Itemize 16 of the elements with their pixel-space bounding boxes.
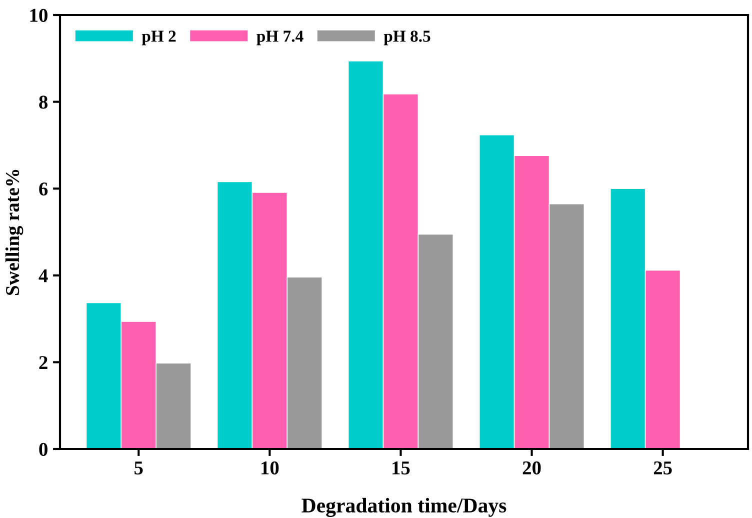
y-tick-label: 10 — [30, 8, 48, 22]
legend-label: pH 8.5 — [384, 30, 430, 46]
legend-label: pH 7.4 — [256, 30, 304, 46]
x-tick-label: 10 — [262, 461, 279, 474]
x-tick-label: 5 — [134, 462, 143, 474]
x-tick-label: 20 — [522, 461, 541, 474]
y-tick-label: 8 — [39, 96, 48, 109]
y-tick-label: 2 — [39, 356, 48, 369]
x-tick-label: 15 — [392, 461, 410, 474]
y-tick-label: 6 — [39, 182, 48, 196]
y-tick-label: 4 — [38, 269, 48, 282]
y-tick-label: 0 — [39, 442, 48, 456]
x-axis-title: Degradation time/Days — [302, 498, 506, 517]
legend-label: pH 2 — [142, 30, 176, 46]
x-tick-label: 25 — [654, 461, 672, 474]
y-axis-title: Swelling rate% — [5, 170, 24, 295]
